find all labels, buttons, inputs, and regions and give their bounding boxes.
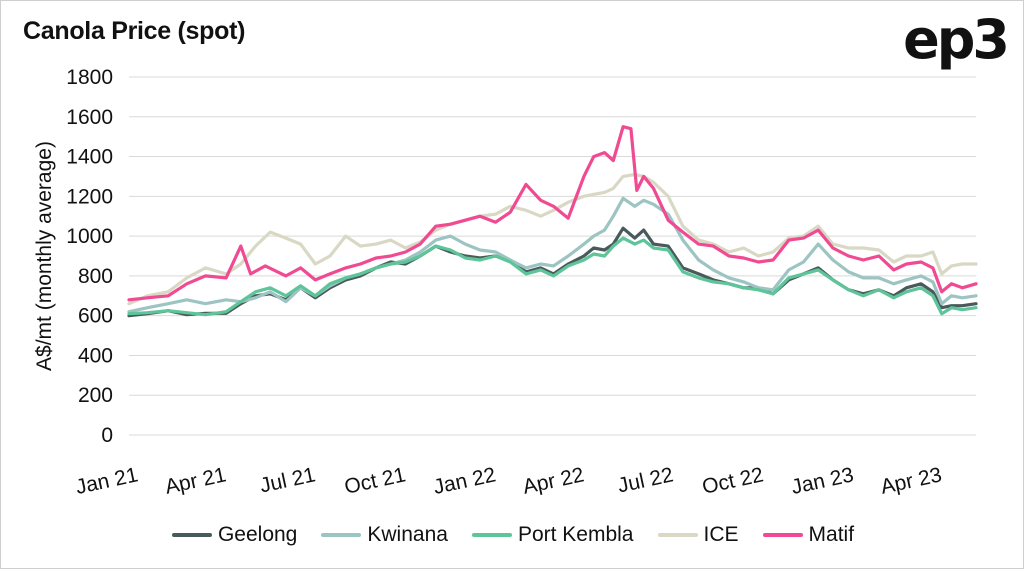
legend-swatch: [171, 533, 212, 537]
x-tick-label: Jul 21: [258, 463, 318, 497]
legend-item: Port Kembla: [471, 523, 634, 547]
x-tick-label: Jan 21: [74, 463, 140, 499]
legend-item: Kwinana: [321, 523, 448, 547]
y-tick-label: 600: [78, 305, 113, 328]
x-tick-label: Jan 23: [789, 463, 855, 499]
series-line-matif: [127, 125, 978, 302]
y-tick-label: 1800: [66, 66, 113, 89]
y-axis-label: A$/mt (monthly average): [33, 141, 56, 371]
legend-label: Kwinana: [367, 523, 448, 546]
series-line-ice: [127, 172, 978, 306]
y-tick-label: 800: [78, 265, 113, 288]
legend-label: ICE: [703, 523, 739, 546]
x-tick-label: Jan 22: [431, 463, 497, 499]
legend: Geelong Kwinana Port Kembla ICE Matif: [1, 523, 1024, 547]
legend-swatch: [657, 533, 698, 537]
legend-label: Matif: [808, 523, 855, 546]
y-tick-label: 1600: [66, 106, 113, 129]
series-line-kwinana: [127, 196, 978, 314]
legend-swatch: [321, 533, 362, 537]
x-tick-label: Apr 21: [163, 463, 228, 498]
y-tick-label: 1400: [66, 146, 113, 169]
legend-label: Geelong: [217, 523, 298, 546]
legend-label: Port Kembla: [517, 523, 634, 546]
legend-item: Matif: [762, 523, 855, 547]
x-tick-label: Apr 23: [879, 463, 944, 498]
y-tick-label: 1000: [66, 225, 113, 248]
x-tick-label: Apr 22: [521, 463, 586, 498]
ep3-logo: ep3: [903, 8, 1010, 71]
y-tick-label: 400: [78, 344, 113, 367]
legend-swatch: [471, 533, 512, 537]
y-tick-label: 1200: [66, 185, 113, 208]
y-tick-label: 200: [78, 384, 113, 407]
series-line-port-kembla: [127, 236, 978, 317]
x-tick-label: Oct 22: [700, 463, 765, 498]
legend-item: ICE: [657, 523, 739, 547]
x-tick-label: Jul 22: [616, 463, 676, 497]
x-tick-label: Oct 21: [342, 463, 407, 498]
legend-item: Geelong: [171, 523, 298, 547]
legend-swatch: [762, 533, 803, 537]
chart-title: Canola Price (spot): [23, 17, 246, 45]
y-tick-label: 0: [101, 424, 113, 447]
